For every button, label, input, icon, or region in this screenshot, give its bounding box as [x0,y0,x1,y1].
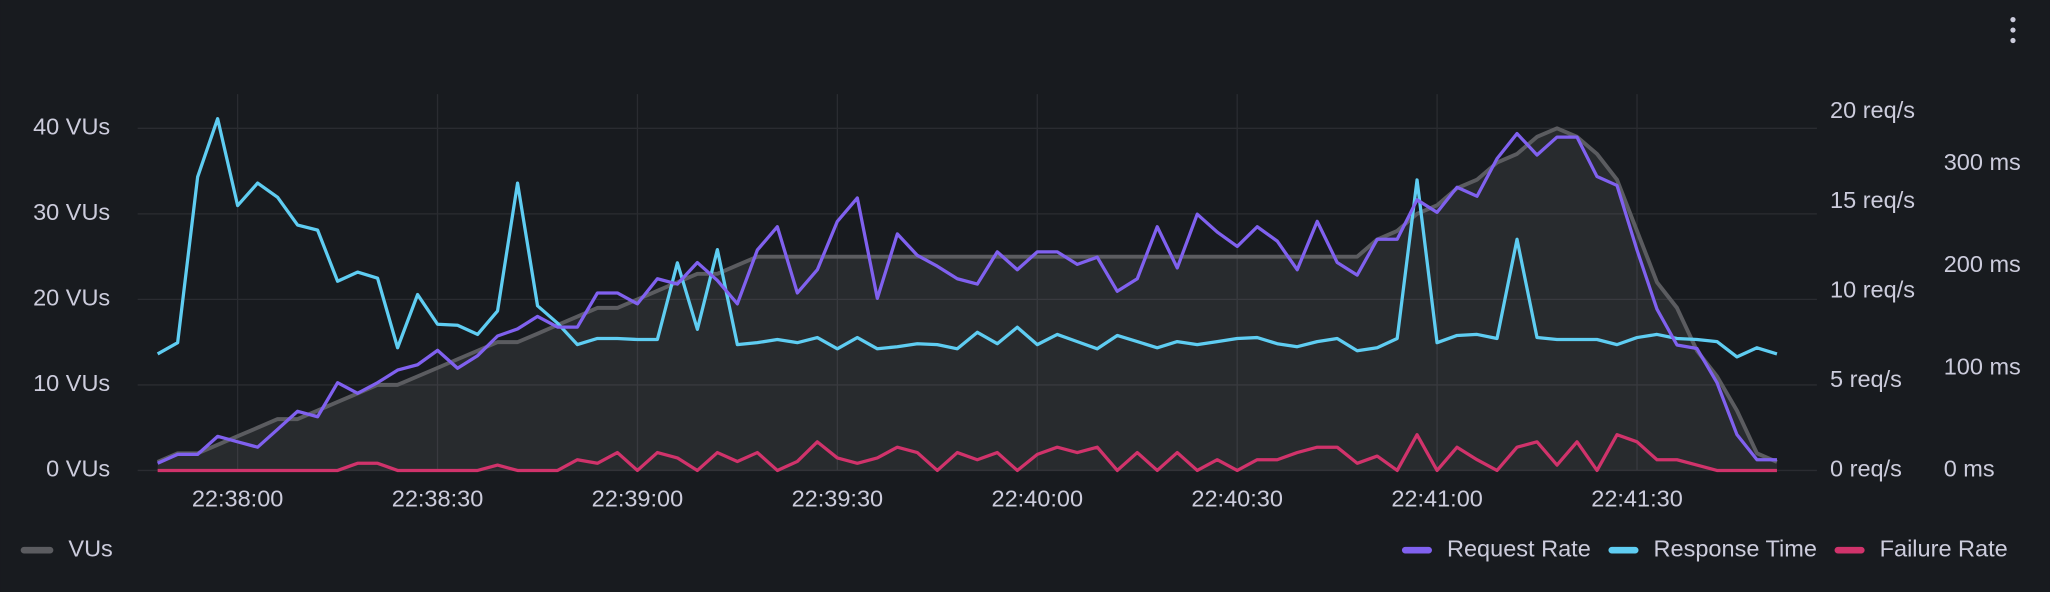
y2-tick-label: 5 req/s [1830,366,1902,392]
y-tick-label: 0 VUs [46,456,110,482]
legend-label: Request Rate [1447,535,1591,561]
line [156,131,1777,465]
legend-label: Response Time [1654,535,1817,561]
y-tick-label: 40 VUs [33,114,110,140]
menu-dot[interactable] [2010,16,2016,23]
y3-tick-label: 0 ms [1944,456,1995,482]
x-tick-label: 22:38:30 [392,486,484,512]
y-tick-label: 30 VUs [33,199,110,225]
y3-tick-label: 100 ms [1944,353,2021,379]
y3-tick-label: 300 ms [1944,149,2021,175]
line [157,433,1777,473]
line [156,126,1778,464]
panel-menu[interactable] [2010,16,2016,44]
y3-tick-label: 200 ms [1944,251,2021,277]
y2-tick-label: 10 req/s [1830,276,1915,302]
x-tick-label: 22:41:30 [1591,486,1683,512]
y2-tick-label: 15 req/s [1830,187,1915,213]
legend-label: Failure Rate [1880,535,2008,561]
x-tick-label: 22:41:00 [1391,486,1483,512]
x-tick-label: 22:38:00 [192,486,284,512]
y-tick-label: 20 VUs [33,285,110,311]
y2-tick-label: 0 req/s [1830,456,1902,482]
area [157,128,1777,471]
y2-tick-label: 20 req/s [1830,97,1915,123]
menu-dot[interactable] [2010,27,2016,33]
legend-label: VUs [68,535,112,561]
x-tick-label: 22:39:00 [592,486,684,512]
x-tick-label: 22:40:00 [992,486,1084,512]
y-tick-label: 10 VUs [33,370,110,396]
line [156,117,1778,359]
menu-dot[interactable] [2010,37,2016,44]
x-tick-label: 22:39:30 [792,486,884,512]
x-tick-label: 22:40:30 [1191,486,1283,512]
